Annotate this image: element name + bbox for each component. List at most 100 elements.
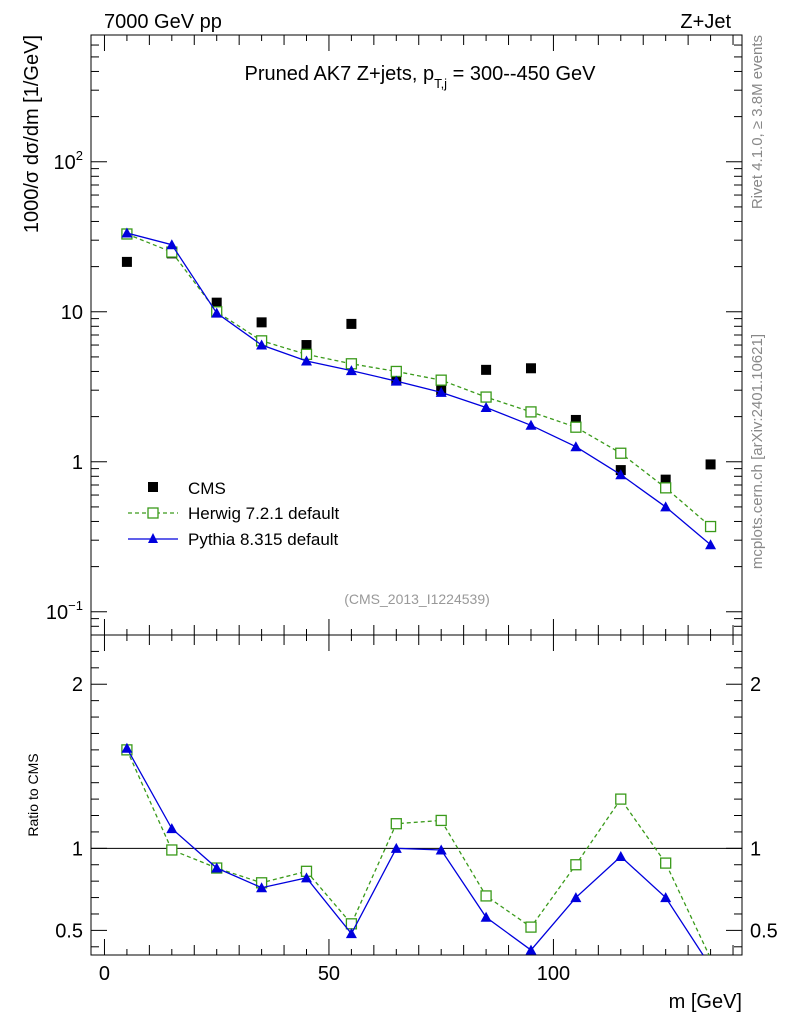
cms-point [705,459,716,470]
cms-point [525,363,536,374]
main-y-tick-exponent: 2 [76,148,83,163]
legend-marker-pythia [148,533,158,543]
ratio-panel: 0.5 0.5 1 1 2 2 0 50 100 Ratio to CMS m [GeV] [25,634,778,1013]
ratio-series-layer [121,742,710,956]
ratio-y-tick-label-left: 1 [72,838,83,860]
main-y-tick-base: 10 [46,602,68,624]
ratio-y-tick-label-right: 0.5 [750,920,778,942]
pythia-point [121,742,133,753]
pythia-line [126,232,711,546]
legend-label-herwig: Herwig 7.2.1 default [188,504,339,523]
pythia-point [345,928,357,939]
pythia-point [390,842,402,853]
legend-label-cms: CMS [188,479,226,498]
herwig-point [390,365,402,378]
main-ticks [91,34,742,636]
pythia-point [166,823,178,834]
x-axis-label: m [GeV] [669,991,742,1013]
ratio-ticks [91,635,742,955]
cms-point [346,318,357,329]
herwig-point [615,447,627,459]
herwig-point [480,391,492,403]
cms-point [481,364,492,375]
herwig-point [435,374,447,386]
pythia-point [480,402,492,413]
ratio-y-tick-label-right: 1 [750,838,761,860]
pythia-point [121,227,133,238]
ratio-y-tick-label-left: 0.5 [55,920,83,942]
pythia-point [301,872,313,883]
x-tick-label: 50 [318,963,340,985]
main-y-tick-label: 1 [72,452,83,474]
herwig-point [435,814,447,827]
herwig-point [166,844,178,856]
pythia-point [211,862,223,873]
cms-point [121,256,132,267]
main-y-axis-label: 1000/σ dσ/dm [1/GeV] [21,35,43,233]
legend-marker-cms [148,482,158,492]
cms-point [660,474,671,485]
herwig-line [126,749,710,956]
herwig-point [704,520,717,533]
pythia-point [390,375,402,386]
main-y-tick-label: 10−1 [46,598,83,624]
analysis-id: (CMS_2013_I1224539) [344,591,490,607]
herwig-point [390,818,402,830]
pythia-point [256,882,268,893]
pythia-point [615,851,627,862]
ratio-y-tick-label-left: 2 [72,674,83,696]
ratio-tick-labels: 0.5 0.5 1 1 2 2 0 50 100 [55,674,778,985]
cms-point [256,317,267,328]
chart-title-rest: = 300--450 GeV [447,63,596,85]
chart-title-main: Pruned AK7 Z+jets, p [245,63,435,85]
pythia-point [345,365,357,376]
ratio-plot-frame [90,634,743,956]
pythia-point [301,355,313,366]
pythia-point [615,469,627,480]
x-tick-label: 0 [99,963,110,985]
pythia-point [435,844,447,855]
herwig-point [660,857,672,869]
main-series-layer [121,227,717,550]
ratio-y-tick-label-right: 2 [750,674,761,696]
cms-point [570,414,581,425]
main-y-tick-exponent: −1 [68,598,83,613]
chart-title-subscript: T,j [434,76,447,91]
herwig-point [525,406,537,418]
mcplots-label: mcplots.cern.ch [arXiv:2401.10621] [749,334,766,569]
ratio-y-axis-label: Ratio to CMS [25,753,41,836]
herwig-point [615,793,627,805]
main-y-tick-label: 102 [54,148,83,174]
cms-point [301,340,312,351]
herwig-point [570,859,582,871]
herwig-point [660,482,672,494]
pythia-point [525,419,537,430]
chart-title: Pruned AK7 Z+jets, pT,j = 300--450 GeV [245,63,597,91]
process-label: Z+Jet [680,11,731,33]
x-tick-label: 100 [537,963,570,985]
legend-label-pythia: Pythia 8.315 default [188,530,339,549]
rivet-version-label: Rivet 4.1.0, ≥ 3.8M events [749,35,766,209]
energy-label: 7000 GeV pp [104,11,222,33]
pythia-point [660,501,672,512]
pythia-point [660,892,672,903]
legend: CMS Herwig 7.2.1 default Pythia 8.315 de… [128,479,339,549]
pythia-point [435,386,447,397]
cms-point [211,297,222,308]
main-y-tick-label: 10 [61,302,83,324]
herwig-point [480,890,492,902]
pythia-point [570,892,582,903]
pythia-point [705,539,717,550]
pythia-point [525,944,537,955]
herwig-point [525,921,537,933]
herwig-point [570,421,582,433]
herwig-line [126,233,711,528]
pythia-line [126,747,704,956]
pythia-point [480,911,492,922]
main-y-tick-base: 10 [54,152,76,174]
pythia-point [166,239,178,250]
pythia-point [211,307,223,318]
